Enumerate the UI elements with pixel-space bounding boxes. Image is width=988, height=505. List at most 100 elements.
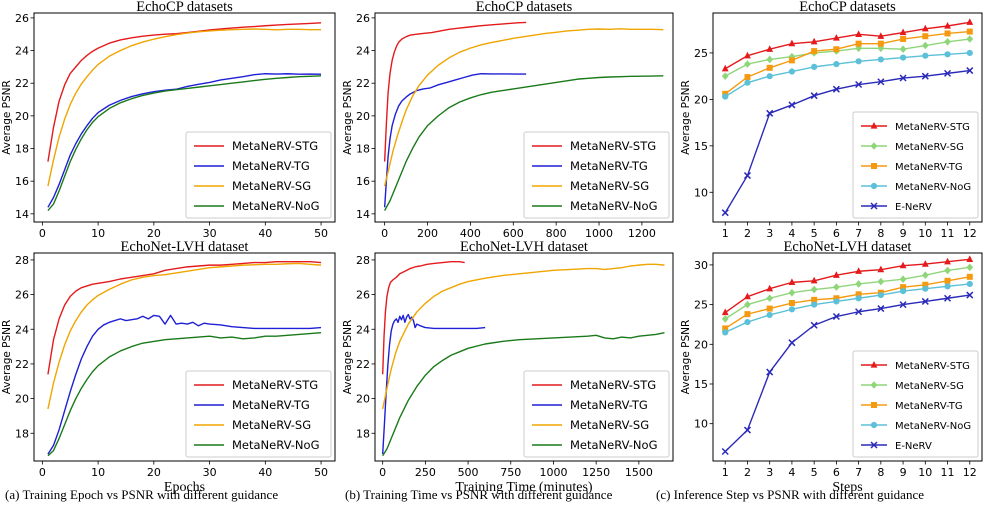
legend-label: MetaNeRV-TG (895, 162, 963, 173)
point-MetaNeRV-STG (788, 278, 796, 285)
x-tick-label: 50 (314, 466, 328, 479)
y-tick-label: 26 (15, 289, 29, 302)
point-E-NeRV (966, 291, 974, 299)
point-MetaNeRV-STG (877, 32, 885, 39)
legend-label: MetaNeRV-NoG (232, 199, 320, 213)
chart-b1: EchoCP datasets 14 16 18 20 22 24 26 0 200 400 600 8… (342, 0, 674, 240)
legend: MetaNeRV-STG MetaNeRV-TG MetaNeRV-SG MetaNe… (185, 131, 332, 219)
series-layer (47, 260, 322, 457)
point-MetaNeRV-SG (877, 277, 885, 286)
legend-label: MetaNeRV-NoG (570, 199, 658, 213)
y-tick-label: 22 (356, 77, 370, 90)
point-E-NeRV (766, 109, 774, 117)
y-axis-label: Average PSNR (342, 80, 354, 155)
x-tick-label: 500 (458, 466, 479, 479)
series-line-MetaNeRV-STG (381, 260, 465, 375)
series-line-MetaNeRV-TG (724, 30, 970, 95)
legend-marker (870, 202, 878, 210)
y-tick-label: 24 (15, 323, 29, 336)
y-tick-label: 15 (694, 140, 708, 153)
x-axis-label: Steps (832, 480, 862, 495)
x-tick-label: 400 (460, 227, 481, 240)
series-line-MetaNeRV-SG (724, 266, 970, 320)
x-tick-label: 600 (503, 227, 524, 240)
point-E-NeRV (921, 72, 929, 80)
point-MetaNeRV-NoG (811, 63, 818, 70)
plot-frame (33, 252, 336, 462)
chart-a1: EchoCP datasets 14 16 18 20 22 24 26 0 10 20 30 40 50… (1, 0, 336, 240)
legend-label: MetaNeRV-SG (570, 179, 649, 193)
series-line-MetaNeRV-SG (47, 28, 322, 187)
legend: MetaNeRV-STG MetaNeRV-TG MetaNeRV-SG MetaNe… (523, 370, 670, 458)
x-tick-label: 12 (963, 466, 977, 479)
point-MetaNeRV-SG (899, 275, 907, 283)
x-axis-label: Epochs (164, 480, 205, 495)
point-MetaNeRV-STG (944, 257, 951, 265)
x-tick-label: 7 (855, 466, 862, 479)
point-MetaNeRV-NoG (833, 60, 840, 68)
point-MetaNeRV-NoG (811, 301, 818, 308)
x-tick-label: 7 (855, 227, 862, 240)
legend-marker (870, 381, 878, 389)
x-tick-label: 8 (877, 466, 884, 479)
point-MetaNeRV-TG (833, 295, 840, 302)
x-tick-label: 1000 (539, 466, 567, 479)
series-line-MetaNeRV-STG (47, 260, 322, 375)
point-MetaNeRV-SG (744, 60, 751, 68)
point-MetaNeRV-STG (855, 30, 863, 37)
x-tick-label: 2 (744, 227, 751, 240)
point-E-NeRV (899, 74, 907, 82)
point-MetaNeRV-STG (721, 308, 729, 316)
y-axis-label: Average PSNR (1, 80, 13, 155)
legend-label: MetaNeRV-TG (570, 159, 648, 173)
series-line-MetaNeRV-STG (724, 21, 970, 70)
series-line-MetaNeRV-STG (47, 22, 322, 162)
point-MetaNeRV-SG (899, 45, 907, 54)
point-E-NeRV (855, 308, 863, 316)
point-MetaNeRV-SG (744, 300, 751, 309)
y-tick-label: 20 (356, 110, 370, 123)
x-tick-label: 30 (203, 466, 217, 479)
y-tick-label: 16 (356, 175, 370, 188)
x-tick-label: 3 (766, 227, 773, 240)
point-E-NeRV (788, 339, 796, 347)
caption-c: (c) Inference Step vs PSNR with differen… (656, 487, 924, 502)
point-MetaNeRV-NoG (899, 54, 907, 61)
point-MetaNeRV-STG (966, 18, 974, 25)
point-MetaNeRV-NoG (922, 285, 929, 292)
point-MetaNeRV-NoG (766, 311, 773, 319)
chart-a2: EchoNet-LVH dataset 18 20 22 24 26 28 0 10 20 30 40… (1, 239, 336, 495)
x-tick-label: 1 (722, 466, 729, 479)
y-tick-label: 24 (15, 45, 29, 58)
point-MetaNeRV-TG (900, 284, 907, 291)
series-layer (47, 22, 322, 212)
chart-title: EchoNet-LVH dataset (121, 239, 249, 255)
legend: MetaNeRV-STG MetaNeRV-TG MetaNeRV-SG MetaNe… (185, 370, 332, 458)
point-MetaNeRV-TG (855, 40, 862, 47)
point-MetaNeRV-TG (855, 291, 862, 298)
point-MetaNeRV-TG (922, 281, 929, 288)
point-MetaNeRV-NoG (744, 318, 751, 326)
y-tick-label: 18 (356, 427, 370, 440)
y-tick-label: 15 (694, 378, 708, 391)
series-line-MetaNeRV-NoG (384, 75, 664, 211)
chart-title: EchoCP datasets (476, 0, 573, 15)
series-line-MetaNeRV-NoG (724, 283, 970, 334)
chart-b2: EchoNet-LVH dataset 18 20 22 24 26 28 0 250 500 75… (342, 239, 674, 495)
y-tick-label: 20 (694, 338, 708, 351)
point-MetaNeRV-STG (944, 22, 951, 29)
legend-label: MetaNeRV-STG (232, 139, 318, 153)
chart-title: EchoNet-LVH dataset (460, 239, 588, 255)
x-tick-label: 6 (833, 227, 840, 240)
caption-a: (a) Training Epoch vs PSNR with differen… (5, 487, 278, 502)
point-MetaNeRV-STG (966, 255, 974, 262)
x-tick-label: 1 (722, 227, 729, 240)
point-MetaNeRV-STG (832, 271, 840, 278)
x-tick-label: 10 (91, 466, 105, 479)
point-E-NeRV (832, 312, 840, 321)
legend: MetaNeRV-STG MetaNeRV-SG MetaNeRV-TG MetaNe… (852, 111, 979, 219)
legend-marker (871, 402, 877, 408)
y-tick-label: 20 (356, 393, 370, 406)
